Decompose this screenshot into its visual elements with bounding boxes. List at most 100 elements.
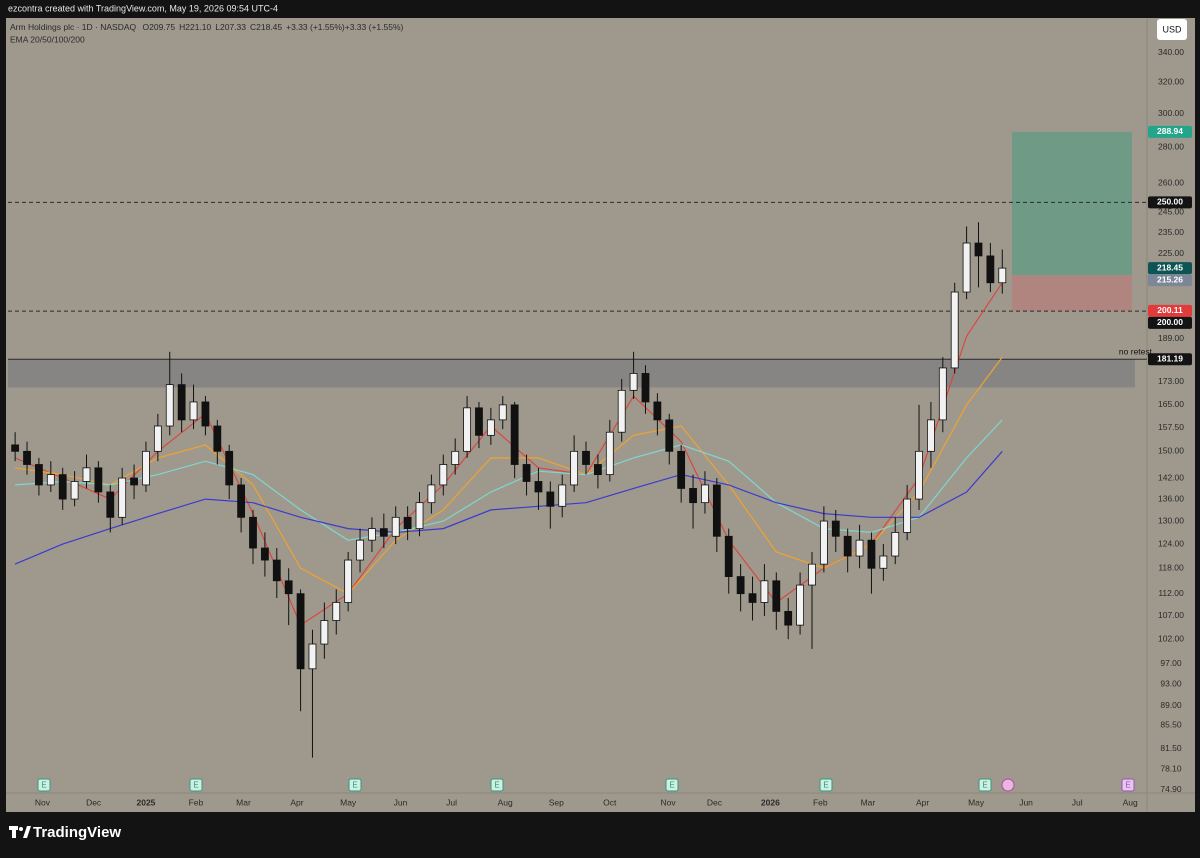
candle-body: [58, 474, 67, 500]
candle-body: [70, 481, 79, 500]
x-tick-label: Nov: [35, 797, 51, 807]
candle-body: [712, 484, 721, 537]
candle-body: [391, 516, 400, 537]
candle-body: [974, 242, 983, 257]
candle-body: [950, 291, 959, 369]
y-tick-label: 85.50: [1160, 719, 1182, 729]
chart-title: Arm Holdings plc · 1D · NASDAQ: [10, 22, 137, 32]
earnings-label: E: [669, 781, 674, 790]
price-badge: [1148, 125, 1192, 138]
candle-body: [106, 491, 115, 518]
candle-body: [486, 419, 495, 436]
candle-body: [570, 450, 579, 486]
candle-body: [94, 467, 103, 493]
candle-body: [272, 559, 281, 582]
candle-body: [927, 419, 935, 452]
price-badge-label: 250.00: [1157, 197, 1183, 207]
candle-body: [843, 535, 852, 557]
ohlc-item: 218.45: [256, 22, 282, 32]
candle-body: [118, 477, 127, 518]
candle-body: [189, 401, 198, 421]
ohlc-item: 221.10: [185, 22, 211, 32]
candle-body: [344, 559, 353, 603]
x-tick-label: Dec: [707, 797, 723, 807]
target-zone: [1012, 131, 1132, 276]
y-tick-label: 74.90: [1160, 784, 1182, 794]
y-tick-label: 260.00: [1158, 178, 1184, 188]
candle-body: [915, 450, 923, 500]
y-tick-label: 280.00: [1158, 141, 1184, 151]
candle-body: [724, 535, 733, 577]
y-tick-label: 112.00: [1158, 588, 1184, 598]
candle-body: [546, 491, 555, 507]
candle-body: [177, 384, 186, 421]
candle-body: [891, 532, 900, 557]
candle-body: [867, 539, 876, 569]
candle-body: [772, 580, 781, 612]
earnings-marker: [189, 778, 203, 792]
y-tick-label: 136.00: [1158, 493, 1184, 503]
candle-body: [284, 580, 293, 595]
x-tick-label: Mar: [236, 797, 251, 807]
candle-body: [522, 464, 531, 482]
x-tick-label: Aug: [498, 797, 513, 807]
x-tick-label: Oct: [603, 797, 617, 807]
candle-body: [23, 450, 31, 465]
y-tick-label: 102.00: [1158, 634, 1184, 644]
candle-body: [153, 425, 162, 452]
x-tick-label: Jul: [1072, 797, 1083, 807]
candle-body: [320, 620, 329, 645]
candle-body: [760, 580, 769, 603]
y-tick-label: 78.10: [1160, 764, 1182, 774]
x-tick-label: Apr: [290, 797, 303, 807]
price-badge-label: 200.00: [1157, 317, 1183, 327]
candle-body: [677, 450, 686, 489]
earnings-marker: [819, 778, 833, 792]
ohlc-item: H: [179, 22, 185, 32]
candle-body: [225, 450, 234, 486]
y-tick-label: 173.00: [1158, 376, 1184, 386]
indicator-label: EMA 20/50/100/200: [10, 34, 85, 44]
y-tick-label: 225.00: [1158, 248, 1184, 258]
candle-body: [748, 593, 757, 603]
currency-button[interactable]: [1157, 19, 1187, 40]
x-tick-label: May: [968, 797, 985, 807]
candle-body: [130, 477, 138, 486]
price-badge: [1148, 304, 1192, 317]
price-badge-label: 181.19: [1157, 354, 1183, 364]
candle-body: [260, 547, 269, 561]
price-badge: [1148, 353, 1192, 366]
price-badge-label: 288.94: [1157, 126, 1183, 136]
logo-shape: [23, 826, 31, 838]
ohlc-item: +3.33 (+1.55%): [345, 22, 404, 32]
y-tick-label: 81.50: [1160, 743, 1182, 753]
earnings-marker: [490, 778, 504, 792]
header-text: ezcontra created with TradingView.com, M…: [8, 3, 278, 13]
candle-body: [855, 539, 864, 557]
candle-body: [463, 407, 471, 452]
y-tick-label: 130.00: [1158, 515, 1184, 525]
earnings-label: E: [193, 781, 198, 790]
y-tick-label: 165.00: [1158, 399, 1184, 409]
candle-body: [701, 484, 709, 504]
candle-body: [201, 401, 210, 427]
price-badge: [1148, 274, 1192, 287]
candle-body: [165, 384, 174, 427]
ohlc-item: O: [143, 22, 150, 32]
candle-body: [903, 498, 912, 533]
x-tick-label: 2026: [761, 797, 780, 807]
y-tick-label: 300.00: [1158, 108, 1184, 118]
ema-line: [14, 450, 1003, 565]
candle-body: [582, 450, 590, 465]
earnings-label: E: [352, 781, 357, 790]
currency[interactable]: USD: [1162, 24, 1182, 34]
x-tick-label: Mar: [861, 797, 876, 807]
candle-body: [82, 467, 91, 482]
x-tick-label: Aug: [1123, 797, 1138, 807]
candle-body: [938, 367, 947, 421]
candle-body: [558, 484, 567, 507]
logo-shape: [12, 826, 16, 838]
candle-body: [510, 404, 519, 465]
y-tick-label: 107.00: [1158, 610, 1184, 620]
